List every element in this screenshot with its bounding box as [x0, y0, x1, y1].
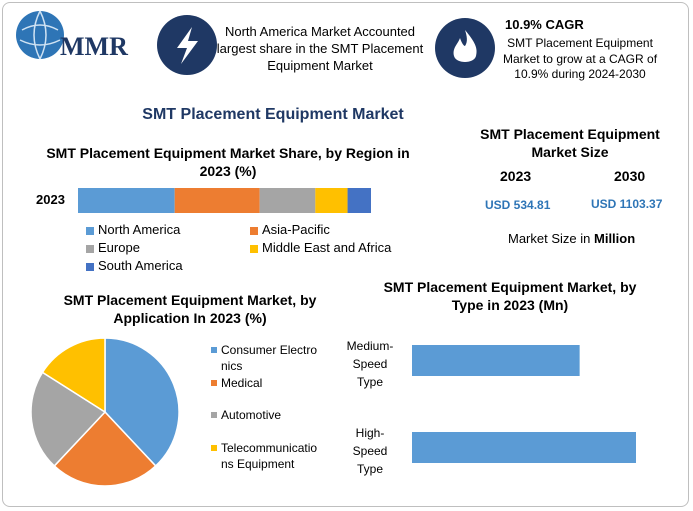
year: 2023 [500, 168, 532, 184]
legend-label: Europe [98, 240, 140, 255]
bar-segment [315, 188, 348, 213]
bar-segment [259, 188, 316, 213]
chart-title: SMT Placement Equipment Market, by Type … [383, 279, 637, 314]
bar-segment [347, 188, 371, 213]
legend-label: South America [98, 258, 183, 273]
legend-swatch [86, 263, 94, 271]
info-heading: 10.9% CAGR [505, 17, 584, 32]
main-title: SMT Placement Equipment Market [142, 106, 404, 123]
note: Market Size in [508, 231, 591, 246]
size-value: USD 1103.37 [591, 197, 663, 211]
pie-slice [104, 337, 180, 468]
note-unit: Million [594, 231, 636, 246]
legend-label: Middle East and Africa [262, 240, 392, 255]
pie-slice [30, 371, 107, 468]
logo-text: MMR [60, 32, 128, 61]
chart-title: SMT Placement Equipment Market, by Appli… [63, 292, 317, 327]
chart-title: SMT Placement Equipment Market Share, by… [46, 145, 410, 180]
legend-label: Asia-Pacific [262, 222, 330, 237]
legend-label: Consumer Electronics [221, 343, 318, 373]
legend-swatch [86, 227, 94, 235]
legend-label: North America [98, 222, 181, 237]
bar-segment [174, 188, 260, 213]
year: 2030 [614, 168, 646, 184]
category-label: 2023 [36, 192, 65, 207]
legend-label: Automotive [221, 408, 282, 422]
category-label: High-Speed Type [352, 426, 388, 476]
legend-swatch [211, 412, 217, 418]
category-label: Medium-Speed Type [346, 339, 394, 389]
info-text: North America Market Accounted largest s… [216, 24, 424, 73]
legend-label: Medical [221, 376, 263, 390]
legend-swatch [86, 245, 94, 253]
legend-swatch [250, 245, 258, 253]
pie-slice [41, 337, 106, 414]
size-note: Market Size in Million [508, 231, 635, 248]
flame-icon [453, 30, 477, 62]
bar [412, 432, 636, 463]
bar [412, 345, 580, 376]
logo-globe [16, 11, 64, 59]
legend-swatch [211, 380, 217, 386]
bar-segment [78, 188, 175, 213]
lightning-icon [177, 27, 198, 64]
legend-swatch [250, 227, 258, 235]
legend-swatch [211, 445, 217, 451]
legend-label: Telecommunications Equipment [221, 441, 318, 471]
logo-globe-lines [19, 10, 61, 60]
frame [2, 2, 689, 507]
size-value: USD 534.81 [485, 198, 551, 212]
panel-title: SMT Placement Equipment Market Size [480, 126, 660, 161]
pie-slice [53, 410, 157, 487]
info-text: SMT Placement Equipment Market to grow a… [502, 36, 658, 82]
legend-swatch [211, 347, 217, 353]
